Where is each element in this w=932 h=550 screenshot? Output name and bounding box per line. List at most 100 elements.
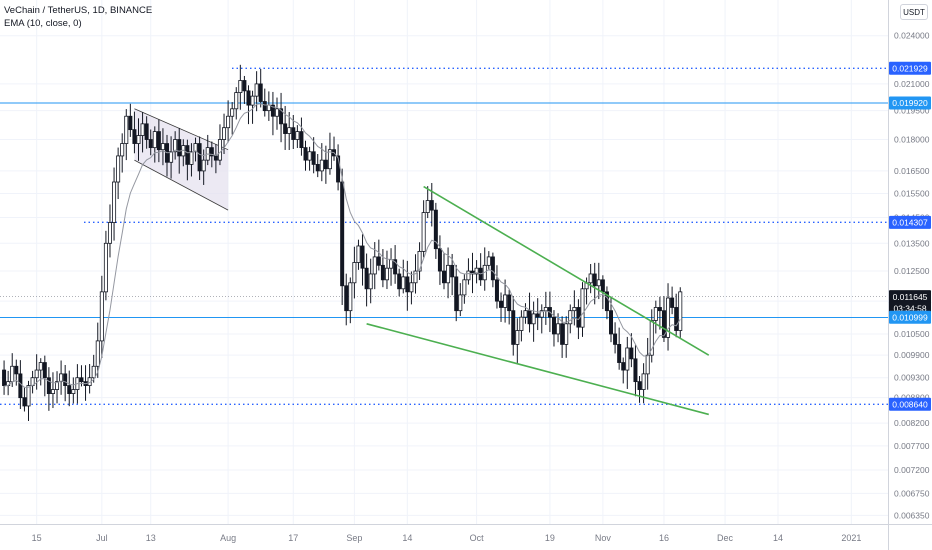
candle-body — [507, 294, 512, 312]
price-label-box — [889, 96, 931, 110]
price-label-box — [889, 310, 931, 324]
candle-body — [405, 276, 410, 293]
candle-body — [279, 108, 284, 125]
candle-body — [177, 139, 182, 157]
candle-body — [173, 139, 178, 153]
time-tick-label: 19 — [545, 533, 555, 543]
candle-body — [140, 123, 145, 136]
candle-body — [128, 115, 133, 131]
price-label-text: 03:34:58 — [893, 303, 926, 313]
candle-body — [454, 276, 459, 312]
candle-body — [613, 333, 618, 345]
candle-body — [124, 115, 129, 144]
candle-body — [551, 316, 556, 335]
candle-body — [462, 279, 467, 296]
time-tick-label: 16 — [659, 533, 669, 543]
candle-body — [486, 256, 491, 266]
time-tick-label: Oct — [470, 533, 485, 543]
candle-body — [348, 282, 353, 312]
candle-body — [389, 259, 394, 269]
price-tick-label: 0.006350 — [894, 510, 930, 520]
time-tick-label: Jul — [96, 533, 108, 543]
candle-body — [185, 145, 190, 165]
candle-body — [657, 307, 662, 312]
candle-body — [425, 200, 430, 213]
candle-body — [531, 313, 536, 325]
candle-body — [22, 397, 27, 407]
channel-upper-line — [134, 108, 229, 151]
candle-body — [527, 310, 532, 325]
candle-body — [535, 313, 540, 318]
candle-body — [246, 90, 251, 106]
candle-body — [376, 256, 381, 266]
candle-body — [515, 330, 520, 345]
candle-body — [674, 307, 679, 331]
candle-body — [311, 151, 316, 165]
ema-indicator-label: EMA (10, close, 0) — [4, 18, 82, 29]
candle-body — [633, 358, 638, 383]
candle-body — [258, 83, 263, 102]
candle-body — [609, 310, 614, 335]
candle-body — [588, 273, 593, 284]
candle-body — [50, 389, 55, 394]
time-tick-label: 15 — [32, 533, 42, 543]
time-tick-label: 13 — [146, 533, 156, 543]
candle-body — [437, 248, 442, 272]
candle-body — [458, 294, 463, 312]
candle-body — [413, 270, 418, 284]
candle-body — [617, 344, 622, 363]
time-tick-label: Aug — [220, 533, 236, 543]
candle-body — [10, 365, 15, 383]
chart-legend: VeChain / TetherUS, 1D, BINANCE EMA (10,… — [4, 4, 152, 30]
candle-body — [270, 104, 275, 117]
candle-body — [254, 83, 259, 97]
candle-body — [287, 127, 292, 134]
candle-body — [560, 323, 565, 345]
candle-body — [336, 155, 341, 183]
candle-body — [26, 385, 31, 407]
price-label-text: 0.021929 — [892, 63, 928, 73]
candle-body — [556, 323, 561, 335]
candle-body — [327, 149, 332, 170]
candle-body — [360, 245, 365, 269]
candle-body — [95, 340, 100, 367]
time-tick-label: 17 — [288, 533, 298, 543]
candle-body — [120, 143, 125, 157]
candle-body — [59, 373, 64, 383]
candle-body — [621, 362, 626, 371]
candle-body — [653, 307, 658, 321]
price-label-text: 0.011645 — [893, 292, 928, 302]
candle-body — [429, 200, 434, 211]
candle-body — [666, 297, 671, 338]
candle-body — [307, 151, 312, 161]
price-tick-label: 0.024000 — [894, 31, 930, 41]
candle-body — [34, 369, 39, 379]
candle-body — [91, 365, 96, 379]
price-tick-label: 0.015500 — [894, 188, 930, 198]
time-tick-label: Dec — [717, 533, 734, 543]
candle-body — [323, 159, 328, 170]
candle-body — [132, 129, 137, 144]
currency-button[interactable]: USDT — [900, 4, 928, 20]
candle-body — [262, 101, 267, 112]
candle-body — [490, 256, 495, 281]
candle-body — [564, 323, 569, 345]
price-tick-label: 0.013500 — [894, 238, 930, 248]
candle-body — [340, 181, 345, 287]
candle-body — [441, 270, 446, 284]
price-tick-label: 0.016500 — [894, 166, 930, 176]
time-tick-label: 2021 — [841, 533, 861, 543]
candle-body — [234, 92, 239, 110]
candle-body — [14, 365, 19, 375]
price-label-box — [889, 397, 931, 411]
candle-body — [539, 310, 544, 318]
candle-body — [303, 147, 308, 161]
price-tick-label: 0.010500 — [894, 329, 930, 339]
symbol-title: VeChain / TetherUS, 1D, BINANCE — [4, 5, 153, 16]
candle-body — [201, 159, 206, 172]
candle-body — [446, 264, 451, 284]
price-label-box — [889, 215, 931, 229]
candle-body — [238, 80, 243, 94]
price-tick-label: 0.008200 — [894, 418, 930, 428]
